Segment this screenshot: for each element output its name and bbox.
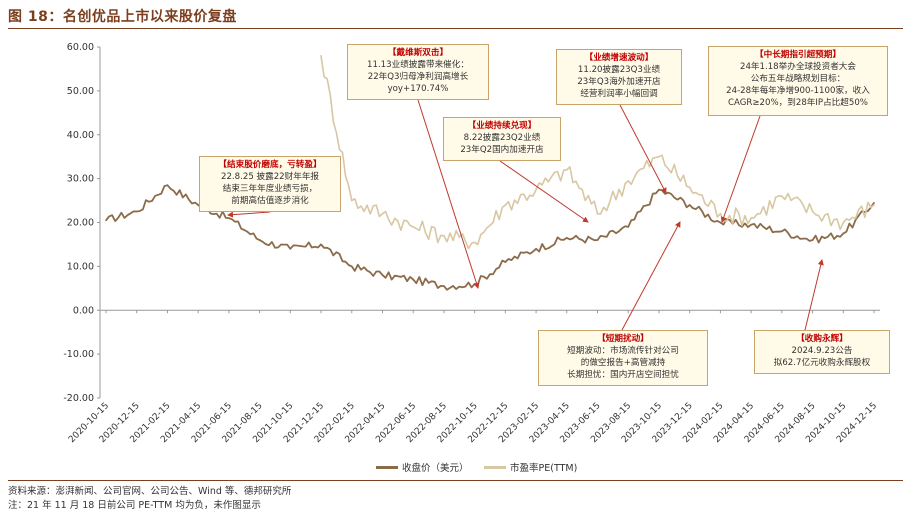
- data-point-close: [473, 283, 476, 285]
- annotation-title: 【业绩增速波动】: [584, 53, 654, 63]
- data-point-pe: [873, 204, 875, 206]
- data-point-pe: [443, 234, 445, 237]
- data-point-close: [320, 243, 322, 246]
- y-tick-label: 30.00: [67, 174, 94, 185]
- annotation-arrow-a6: [621, 221, 681, 331]
- y-tick-label: 0.00: [73, 305, 94, 316]
- data-point-close: [688, 204, 691, 206]
- data-point-close: [412, 278, 415, 281]
- data-point-close: [105, 219, 107, 222]
- data-point-pe: [566, 169, 568, 171]
- annotation-performance-delivery: 【业绩持续兑现】 8.22披露23Q2业绩 23年Q2国内加速开店: [443, 117, 561, 161]
- annotation-arrow-a3: [499, 160, 589, 223]
- annotation-title: 【短期扰动】: [597, 334, 649, 344]
- annotation-short-term-disturbance: 【短期扰动】 短期波动：市场流传针对公司 的做空报告+高管减持 长期担忧：国内开…: [538, 330, 708, 386]
- data-point-close: [504, 261, 507, 263]
- data-point-pe: [381, 212, 384, 215]
- annotation-title: 【业绩持续兑现】: [467, 121, 537, 131]
- annotation-yonghui-acquisition: 【收购永辉】 2024.9.23公告 拟62.7亿元收购永辉股权: [754, 330, 890, 374]
- y-tick-label: 20.00: [67, 218, 94, 229]
- data-point-close: [258, 239, 261, 241]
- data-point-pe: [781, 195, 783, 197]
- data-point-close: [566, 237, 568, 239]
- annotation-arrows: [227, 99, 824, 331]
- annotation-davis-double: 【戴维斯双击】 11.13业绩披露带来催化： 22年Q3归母净利润高增长 yoy…: [347, 44, 489, 100]
- data-point-close: [596, 239, 599, 241]
- data-point-close: [166, 184, 169, 187]
- footer-divider: [8, 480, 903, 481]
- y-tick-label: 10.00: [67, 261, 94, 272]
- data-point-pe: [688, 186, 691, 189]
- data-point-close: [135, 210, 138, 213]
- annotation-arrow-a4: [619, 104, 667, 194]
- annotation-long-term-guidance: 【中长期指引超预期】 24年1.18举办全球投资者大会 公布五年战略规划目标： …: [708, 46, 888, 116]
- data-point-pe: [473, 241, 476, 244]
- data-point-close: [781, 230, 783, 233]
- data-point-pe: [658, 155, 660, 158]
- footnote: 注：21 年 11 月 18 日前公司 PE-TTM 均为负，未作图显示: [8, 500, 261, 511]
- annotation-arrow-a2: [227, 211, 271, 218]
- data-point-pe: [320, 54, 322, 57]
- source-note: 资料来源：澎湃新闻、公司官网、公司公告、Wind 等、德邦研究所: [8, 486, 292, 497]
- annotation-bottoming-out: 【结束股价磨底，亏转盈】 22.8.25 披露22财年年报 结束三年年度业绩亏损…: [199, 156, 341, 212]
- annotation-arrow-a5: [720, 115, 761, 223]
- series-line-close: [105, 184, 875, 291]
- data-point-close: [811, 239, 814, 241]
- data-point-pe: [842, 221, 845, 224]
- annotation-title: 【收购永辉】: [796, 334, 848, 344]
- data-point-pe: [412, 226, 415, 228]
- data-point-pe: [750, 217, 752, 219]
- legend-swatch-close: [376, 465, 398, 469]
- legend-label-close: 收盘价（美元）: [402, 463, 469, 474]
- data-point-pe: [596, 212, 599, 215]
- data-point-close: [842, 232, 845, 235]
- data-point-close: [381, 274, 384, 276]
- legend-swatch-pe: [484, 465, 506, 469]
- data-point-close: [350, 265, 353, 268]
- y-axis: 60.00 50.00 40.00 30.00 20.00 10.00 0.00 -10.00…: [63, 42, 101, 404]
- price-pe-chart: 60.00 50.00 40.00 30.00 20.00 10.00 0.00 -10.00…: [63, 42, 880, 445]
- y-tick-label: 60.00: [67, 42, 94, 53]
- data-point-close: [197, 204, 199, 206]
- legend-label-pe: 市盈率PE(TTM): [510, 463, 578, 474]
- data-point-close: [719, 221, 722, 224]
- data-point-close: [873, 201, 875, 204]
- title-divider: [8, 28, 903, 29]
- annotation-arrow-a7: [804, 259, 824, 331]
- data-point-pe: [627, 180, 630, 182]
- legend-item-pe: 市盈率PE(TTM): [484, 460, 577, 474]
- data-point-close: [658, 188, 660, 191]
- annotation-title: 【中长期指引超预期】: [755, 50, 841, 60]
- data-point-pe: [535, 188, 537, 191]
- data-point-pe: [350, 199, 353, 202]
- data-point-pe: [719, 212, 722, 215]
- annotation-growth-volatility: 【业绩增速波动】 11.20披露23Q3业绩 23年Q3海外加速开店 经营利润率…: [556, 49, 682, 105]
- data-point-close: [627, 226, 630, 228]
- y-tick-label: 50.00: [67, 86, 94, 97]
- data-point-close: [750, 223, 752, 226]
- annotation-title: 【戴维斯双击】: [387, 48, 449, 58]
- y-tick-label: 40.00: [67, 130, 94, 141]
- data-point-pe: [504, 204, 507, 206]
- legend-item-close: 收盘价（美元）: [376, 460, 469, 474]
- y-tick-label: -10.00: [63, 349, 94, 360]
- data-point-close: [289, 248, 292, 250]
- y-tick-label: -20.00: [63, 393, 94, 404]
- data-point-pe: [811, 210, 814, 213]
- data-point-close: [535, 248, 537, 250]
- data-point-close: [443, 285, 445, 287]
- annotation-title: 【结束股价磨底，亏转盈】: [218, 160, 322, 170]
- figure-title: 图 18：名创优品上市以来股价复盘: [8, 9, 237, 25]
- series-lines: [105, 54, 875, 291]
- data-point-close: [228, 217, 230, 219]
- annotation-arrow-a1: [417, 99, 480, 289]
